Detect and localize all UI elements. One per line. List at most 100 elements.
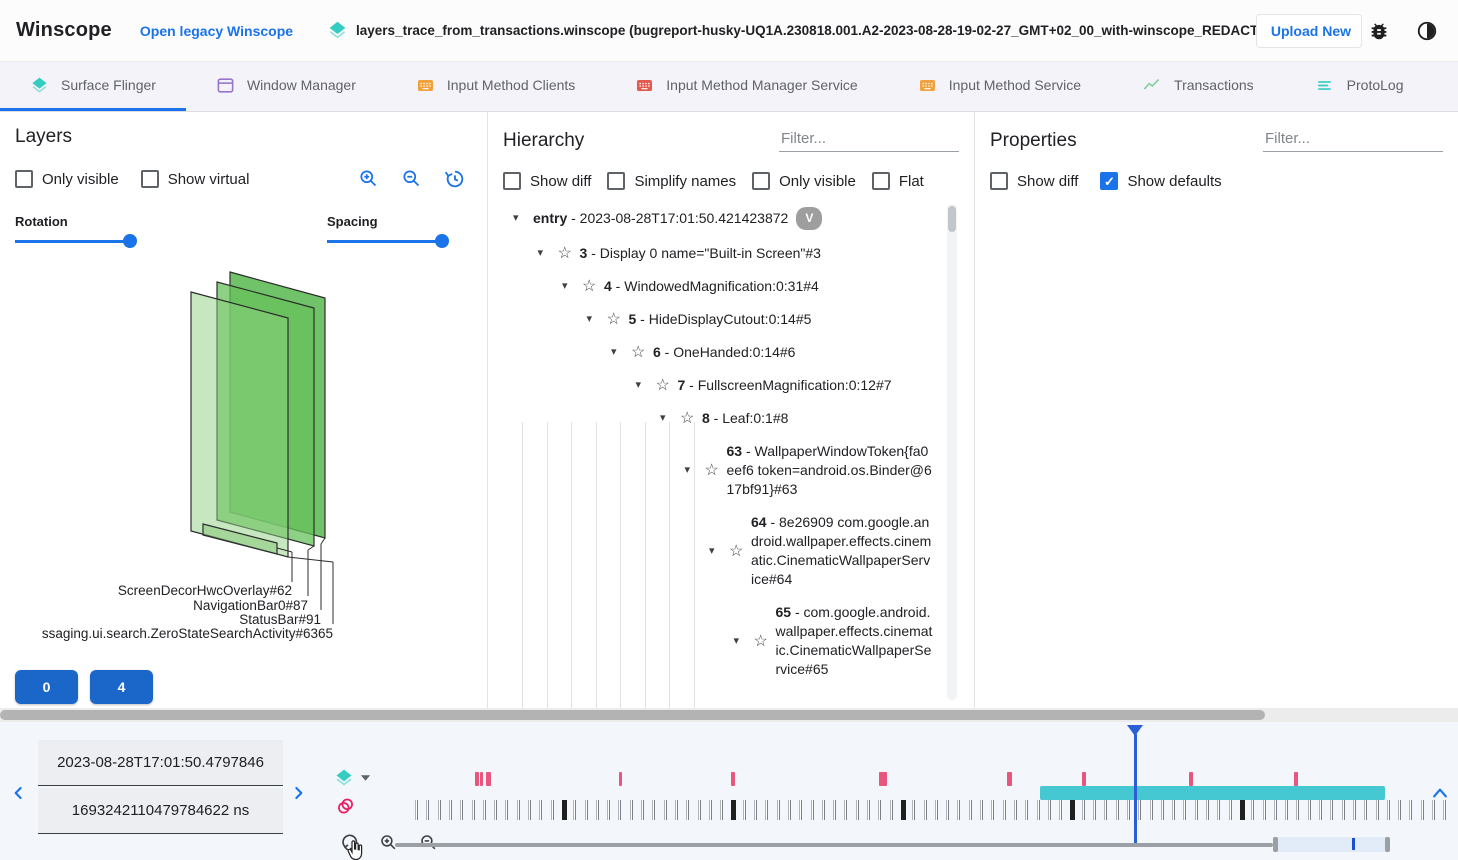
tree-node-entry[interactable]: ▾ entry - 2023-08-28T17:01:50.421423872 V bbox=[503, 200, 933, 237]
trace-entry-tick[interactable] bbox=[1037, 800, 1040, 820]
trace-entry-tick[interactable] bbox=[1082, 800, 1085, 820]
dark-mode-toggle-icon[interactable] bbox=[1416, 20, 1438, 42]
trace-entry-tick[interactable] bbox=[494, 800, 497, 820]
spacing-slider[interactable] bbox=[327, 234, 449, 248]
expand-caret-icon[interactable]: ▾ bbox=[586, 313, 593, 325]
timeline-zoom-in-button[interactable] bbox=[379, 833, 398, 852]
rotation-slider-thumb[interactable] bbox=[123, 234, 137, 248]
tab-input-method-service[interactable]: Input Method Service bbox=[888, 62, 1111, 111]
trace-entry-tick[interactable] bbox=[1263, 800, 1266, 820]
trace-entry-tick[interactable] bbox=[1251, 800, 1254, 820]
upload-new-button[interactable]: Upload New bbox=[1255, 13, 1362, 48]
trace-entry-tick[interactable] bbox=[1070, 800, 1075, 820]
trace-entry-tick[interactable] bbox=[1093, 800, 1096, 820]
trace-entry-tick[interactable] bbox=[1398, 800, 1401, 820]
trace-entry-tick[interactable] bbox=[1308, 800, 1311, 820]
trace-entry-tick[interactable] bbox=[686, 800, 689, 820]
trace-entry-tick[interactable] bbox=[935, 800, 938, 820]
checkbox-show-diff[interactable]: Show diff bbox=[503, 172, 591, 190]
trace-entry-tick[interactable] bbox=[1229, 800, 1232, 820]
pin-star-icon[interactable]: ☆ bbox=[729, 542, 744, 560]
trace-entry-tick[interactable] bbox=[460, 800, 463, 820]
trace-entry-tick[interactable] bbox=[1014, 800, 1017, 820]
pin-star-icon[interactable]: ☆ bbox=[704, 462, 719, 479]
transition-mark[interactable] bbox=[731, 772, 735, 786]
trace-entry-tick[interactable] bbox=[1104, 800, 1107, 820]
trace-entry-tick[interactable] bbox=[438, 800, 441, 820]
trace-entry-tick[interactable] bbox=[991, 800, 994, 820]
trace-entry-tick[interactable] bbox=[912, 800, 915, 820]
pin-star-icon[interactable]: ☆ bbox=[606, 311, 621, 328]
trace-entry-tick[interactable] bbox=[856, 800, 859, 820]
trace-entry-tick[interactable] bbox=[630, 800, 633, 820]
trace-entry-tick[interactable] bbox=[1443, 800, 1446, 820]
trace-entry-tick[interactable] bbox=[754, 800, 757, 820]
hierarchy-scrollbar-thumb[interactable] bbox=[948, 206, 956, 232]
timeline-cursor-line[interactable] bbox=[1134, 734, 1137, 845]
trace-entry-tick[interactable] bbox=[539, 800, 542, 820]
checkbox-box[interactable] bbox=[503, 172, 521, 190]
trace-entry-tick[interactable] bbox=[573, 800, 576, 820]
trace-entry-tick[interactable] bbox=[924, 800, 927, 820]
transition-mark[interactable] bbox=[1007, 772, 1012, 786]
reset-zoom-icon[interactable] bbox=[444, 168, 466, 190]
transition-mark[interactable] bbox=[486, 772, 491, 786]
trace-entry-tick[interactable] bbox=[1127, 800, 1130, 820]
trace-entry-tick[interactable] bbox=[698, 800, 701, 820]
horizontal-scrollbar-thumb[interactable] bbox=[0, 710, 1265, 720]
trace-entry-tick[interactable] bbox=[731, 800, 736, 820]
trace-entry-tick[interactable] bbox=[720, 800, 723, 820]
tab-input-method-manager-service[interactable]: Input Method Manager Service bbox=[605, 62, 887, 111]
checkbox-box[interactable] bbox=[990, 172, 1008, 190]
tab-protolog[interactable]: ProtoLog bbox=[1284, 62, 1434, 111]
tree-node-3[interactable]: ▾ ☆ 3 - Display 0 name="Built-in Screen"#3 bbox=[503, 237, 933, 270]
trace-entry-tick[interactable] bbox=[675, 800, 678, 820]
trace-entry-tick[interactable] bbox=[1342, 800, 1345, 820]
timeline-cursor-head[interactable] bbox=[1127, 725, 1143, 736]
trace-entry-tick[interactable] bbox=[1172, 800, 1175, 820]
trace-entry-tick[interactable] bbox=[867, 800, 870, 820]
collapse-timeline-button[interactable] bbox=[1430, 786, 1450, 800]
tab-input-method-clients[interactable]: Input Method Clients bbox=[386, 62, 605, 111]
trace-entry-tick[interactable] bbox=[641, 800, 644, 820]
trace-entry-tick[interactable] bbox=[980, 800, 983, 820]
checkbox-box[interactable] bbox=[140, 170, 159, 188]
trace-entry-tick[interactable] bbox=[596, 800, 599, 820]
rotation-slider[interactable] bbox=[15, 234, 137, 248]
pin-star-icon[interactable]: ☆ bbox=[753, 632, 768, 650]
open-legacy-winscope-link[interactable]: Open legacy Winscope bbox=[139, 22, 294, 39]
expand-caret-icon[interactable]: ▾ bbox=[733, 634, 740, 647]
checkbox-show-virtual[interactable]: Show virtual bbox=[140, 170, 249, 188]
expand-caret-icon[interactable]: ▾ bbox=[562, 280, 568, 292]
checkbox-show-diff[interactable]: Show diff bbox=[990, 172, 1078, 190]
pin-star-icon[interactable]: ☆ bbox=[557, 245, 572, 262]
trace-entry-tick[interactable] bbox=[449, 800, 452, 820]
hierarchy-filter-input[interactable] bbox=[779, 126, 959, 152]
trace-entry-tick[interactable] bbox=[833, 800, 836, 820]
trace-entry-tick[interactable] bbox=[1387, 800, 1390, 820]
trace-entry-tick[interactable] bbox=[765, 800, 768, 820]
zoom-range-zone[interactable] bbox=[1273, 837, 1390, 852]
trace-entry-tick[interactable] bbox=[822, 800, 825, 820]
checkbox-box[interactable] bbox=[752, 172, 771, 190]
tab-window-manager[interactable]: Window Manager bbox=[186, 62, 386, 111]
checkbox-show-defaults[interactable]: ✓ Show defaults bbox=[1100, 172, 1222, 190]
trace-entry-tick[interactable] bbox=[562, 800, 567, 820]
trace-entry-tick[interactable] bbox=[652, 800, 655, 820]
trace-entry-tick[interactable] bbox=[799, 800, 802, 820]
properties-filter-input[interactable] bbox=[1263, 126, 1443, 152]
trace-entry-tick[interactable] bbox=[1048, 800, 1051, 820]
tree-node-6[interactable]: ▾ ☆ 6 - OneHanded:0:14#6 bbox=[503, 336, 933, 369]
trace-entry-tick[interactable] bbox=[901, 800, 906, 820]
trace-entry-tick[interactable] bbox=[1421, 800, 1424, 820]
checkbox-only-visible[interactable]: Only visible bbox=[15, 170, 119, 188]
trace-entry-tick[interactable] bbox=[1319, 800, 1322, 820]
tree-node-7[interactable]: ▾ ☆ 7 - FullscreenMagnification:0:12#7 bbox=[503, 369, 933, 402]
trace-selector-caret-icon[interactable] bbox=[360, 774, 371, 782]
timestamp-human-input[interactable] bbox=[38, 754, 283, 771]
trace-entry-tick[interactable] bbox=[585, 800, 588, 820]
expand-caret-icon[interactable]: ▾ bbox=[635, 379, 642, 391]
transitions-trace-icon[interactable] bbox=[335, 796, 356, 817]
zoom-out-icon[interactable] bbox=[401, 168, 422, 190]
trace-entry-tick[interactable] bbox=[1161, 800, 1164, 820]
